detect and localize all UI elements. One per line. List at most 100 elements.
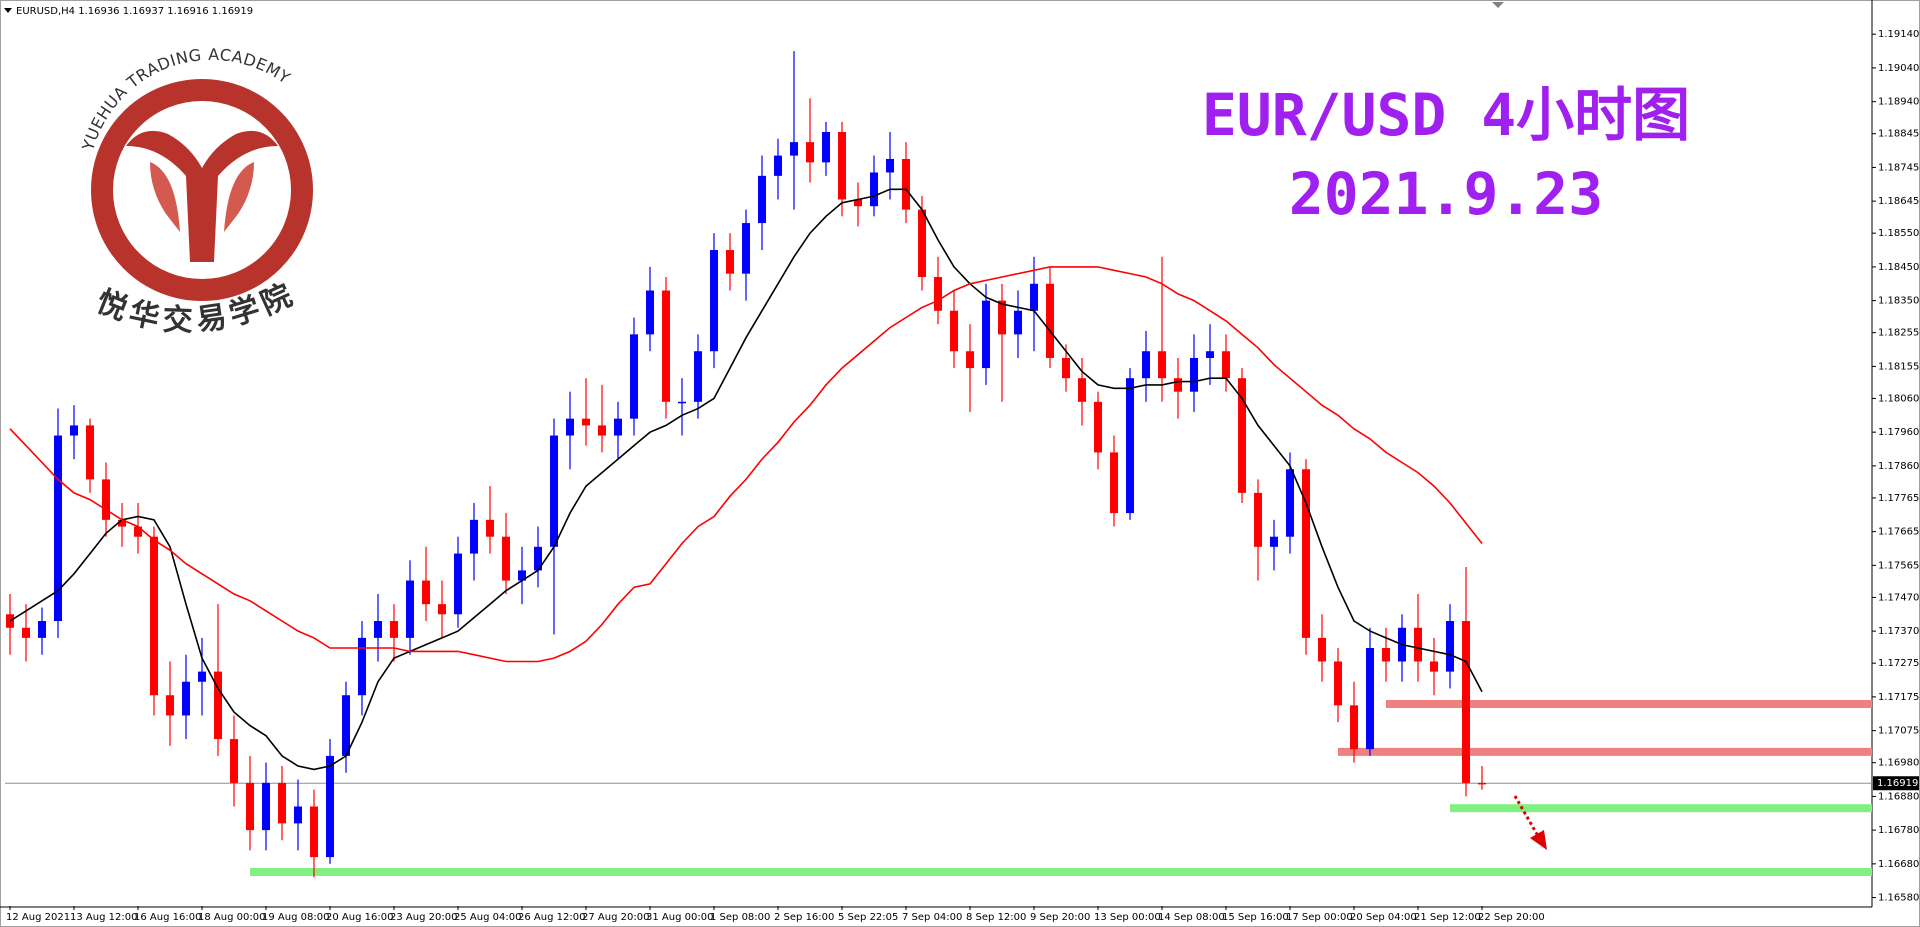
candle-body (582, 418, 590, 426)
x-tick-label: 5 Sep 22:05 (838, 912, 898, 923)
y-tick-label: 1.16980 (1878, 758, 1919, 769)
logo-mark-detail (150, 162, 254, 232)
candle-body (790, 142, 798, 156)
candle-body (1382, 648, 1390, 662)
y-tick-label: 1.17275 (1878, 658, 1919, 669)
candle-body (134, 526, 142, 537)
x-tick-label: 31 Aug 00:00 (646, 912, 713, 923)
candle-body (246, 782, 254, 831)
candle-body (1302, 469, 1310, 638)
candle-body (518, 570, 526, 581)
y-tick-label: 1.18155 (1878, 361, 1919, 372)
trend-arrow (1513, 795, 1547, 850)
candle-body (742, 223, 750, 274)
candle-body (1478, 782, 1486, 785)
candle-body (982, 300, 990, 369)
candle-body (1014, 310, 1022, 335)
candle-body (854, 199, 862, 207)
candle-body (646, 290, 654, 335)
logo-mark (126, 130, 278, 262)
y-tick-label: 1.16780 (1878, 825, 1919, 836)
candle-body (118, 519, 126, 527)
candle-body (102, 479, 110, 520)
candle-body (1174, 378, 1182, 392)
candle-body (262, 782, 270, 831)
candle-body (1334, 661, 1342, 706)
candle-body (774, 155, 782, 176)
x-tick-label: 19 Aug 08:00 (262, 912, 329, 923)
y-tick-label: 1.16680 (1878, 859, 1919, 870)
candle-body (230, 739, 238, 783)
candle-body (918, 209, 926, 278)
candle-body (502, 536, 510, 581)
candle-body (22, 627, 30, 638)
candle-body (150, 536, 158, 696)
y-tick-label: 1.16580 (1878, 893, 1919, 904)
candle-body (534, 546, 542, 571)
y-tick-label: 1.18745 (1878, 162, 1919, 173)
candle-body (294, 806, 302, 824)
menu-triangle (4, 8, 12, 13)
candle-body (1222, 351, 1230, 379)
candle-body (630, 334, 638, 419)
y-tick-label: 1.18450 (1878, 262, 1919, 273)
x-tick-label: 18 Aug 00:00 (198, 912, 265, 923)
candle-body (182, 681, 190, 716)
chart-title: EURUSD,H4 1.16936 1.16937 1.16916 1.1691… (16, 6, 253, 17)
x-tick-label: 14 Sep 08:00 (1158, 912, 1225, 923)
x-tick-label: 21 Sep 12:00 (1414, 912, 1481, 923)
moving-average-line (9, 266, 1483, 663)
y-tick-label: 1.18550 (1878, 228, 1919, 239)
candle-body (422, 580, 430, 605)
y-tick-label: 1.16880 (1878, 791, 1919, 802)
candle-body (694, 351, 702, 402)
candle-body (1286, 469, 1294, 537)
candle-body (374, 621, 382, 638)
candle-body (1110, 452, 1118, 514)
candle-body (838, 132, 846, 200)
current-price-tag: 1.16919 (1873, 776, 1919, 791)
x-tick-label: 13 Sep 00:00 (1094, 912, 1161, 923)
candle-body (1190, 357, 1198, 392)
candle-body (454, 553, 462, 615)
candle-body (902, 158, 910, 210)
y-tick-label: 1.17370 (1878, 626, 1919, 637)
x-tick-label: 15 Sep 16:00 (1222, 912, 1289, 923)
annotation-date: 2021.9.23 (1289, 160, 1603, 228)
x-tick-label: 13 Aug 12:00 (70, 912, 137, 923)
x-tick-label: 2 Sep 16:00 (774, 912, 834, 923)
candle-body (1206, 351, 1214, 358)
candle-body (678, 401, 686, 404)
current-price-box (1873, 776, 1919, 791)
candle-body (1158, 351, 1166, 379)
candle-body (1254, 492, 1262, 547)
level-zone (250, 867, 1872, 876)
candle-body (822, 132, 830, 163)
level-zone (1386, 699, 1872, 708)
candle-body (886, 158, 894, 173)
candle-body (6, 614, 14, 628)
level-zone (1338, 747, 1872, 756)
candle-body (1462, 621, 1470, 783)
x-tick-label: 26 Aug 12:00 (518, 912, 585, 923)
candle-body (1366, 648, 1374, 750)
candle-body (166, 695, 174, 716)
y-tick-label: 1.17860 (1878, 461, 1919, 472)
candle-body (54, 435, 62, 622)
x-tick-label: 1 Sep 08:00 (710, 912, 770, 923)
scroll-marker (1492, 2, 1504, 8)
y-tick-label: 1.17175 (1878, 692, 1919, 703)
candle-body (1414, 627, 1422, 662)
x-tick-label: 20 Aug 16:00 (326, 912, 393, 923)
candle-body (1430, 661, 1438, 672)
x-tick-label: 9 Sep 20:00 (1030, 912, 1090, 923)
candle-body (1078, 378, 1086, 402)
candle-body (1270, 536, 1278, 547)
candle-body (70, 425, 78, 436)
candle-body (486, 519, 494, 537)
y-tick-label: 1.17565 (1878, 560, 1919, 571)
annotation-title: EUR/USD 4小时图 (1202, 81, 1690, 149)
current-price-label: 1.16919 (1877, 778, 1918, 789)
